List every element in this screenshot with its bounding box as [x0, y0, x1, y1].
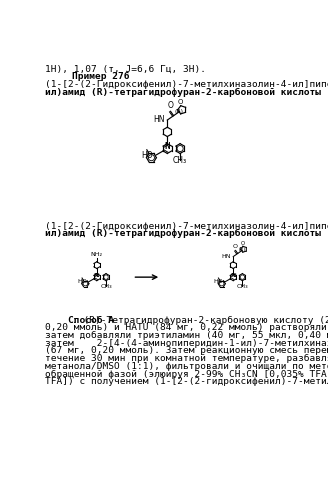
Text: Пример 276: Пример 276	[72, 72, 130, 82]
Text: (R): (R)	[238, 247, 246, 252]
Text: NH₂: NH₂	[91, 252, 103, 257]
Text: O: O	[167, 101, 173, 110]
Text: Способ А: Способ А	[45, 316, 114, 324]
Text: течение 30 мин при комнатной температуре, разбавляли 0,75 мл: течение 30 мин при комнатной температуре…	[45, 354, 328, 363]
Text: N: N	[164, 142, 170, 150]
Text: метанола/DMSO (1:1), фильтровали и очищали по методу ВЭЖХ с: метанола/DMSO (1:1), фильтровали и очища…	[45, 362, 328, 371]
Text: (1-[2-(2-Гидроксифенил)-7-метилхиназолин-4-ил]пиперидин-4-: (1-[2-(2-Гидроксифенил)-7-метилхиназолин…	[45, 222, 328, 230]
Text: (R): (R)	[174, 109, 183, 114]
Text: O: O	[178, 99, 183, 105]
Text: N: N	[94, 273, 99, 278]
Text: HO: HO	[141, 150, 153, 160]
Text: O: O	[241, 240, 245, 246]
Text: HO: HO	[77, 279, 87, 284]
Text: N: N	[93, 273, 98, 278]
Text: : (R)-Тетрагидрофуран-2-карбоновую кислоту (23 мг,: : (R)-Тетрагидрофуран-2-карбоновую кисло…	[72, 316, 328, 324]
Text: (67 мг, 0,20 ммоль). Затем реакционную смесь перемешивали в: (67 мг, 0,20 ммоль). Затем реакционную с…	[45, 346, 328, 356]
Text: HN: HN	[153, 114, 164, 124]
Text: CH₃: CH₃	[173, 156, 187, 166]
Text: затем    2-[4-(4-аминопиперидин-1-ил)-7-метилхиназолин-2-ил]фенол: затем 2-[4-(4-аминопиперидин-1-ил)-7-мет…	[45, 338, 328, 347]
Text: N: N	[164, 142, 170, 150]
Text: HO: HO	[214, 279, 223, 284]
Text: 1H), 1,07 (т, J=6,6 Гц, 3H).: 1H), 1,07 (т, J=6,6 Гц, 3H).	[45, 64, 206, 74]
Text: 0,20 ммоль) и HATU (84 мг, 0,22 ммоль) растворяли в 0,75 мл DMF,: 0,20 ммоль) и HATU (84 мг, 0,22 ммоль) р…	[45, 324, 328, 332]
Text: HN: HN	[221, 254, 231, 258]
Text: ил)амид (R)-тетрагидрофуран-2-карбоновой кислоты: ил)амид (R)-тетрагидрофуран-2-карбоновой…	[45, 230, 321, 238]
Text: TFA]) с получением (1-[2-(2-гидроксифенил)-7-метилхиназолин-4-: TFA]) с получением (1-[2-(2-гидроксифени…	[45, 377, 328, 386]
Text: O: O	[233, 244, 238, 249]
Text: (1-[2-(2-Гидроксифенил)-7-метилхиназолин-4-ил]пиперидин-4-: (1-[2-(2-Гидроксифенил)-7-метилхиназолин…	[45, 80, 328, 89]
Text: ил)амид (R)-тетрагидрофуран-2-карбоновой кислоты: ил)амид (R)-тетрагидрофуран-2-карбоновой…	[45, 88, 321, 97]
Text: затем добавляли триэтиламин (40 мг, 55 мкл, 0,40 ммоль), а сразу: затем добавляли триэтиламин (40 мг, 55 м…	[45, 331, 328, 340]
Text: обращенной фазой (элюируя 2-99% CH₃CN [0,035% TFA]/H₂O [0,05%: обращенной фазой (элюируя 2-99% CH₃CN [0…	[45, 370, 328, 378]
Text: CH₃: CH₃	[100, 284, 112, 289]
Text: CH₃: CH₃	[236, 284, 248, 289]
Text: N: N	[231, 273, 236, 278]
Text: N: N	[230, 273, 235, 278]
